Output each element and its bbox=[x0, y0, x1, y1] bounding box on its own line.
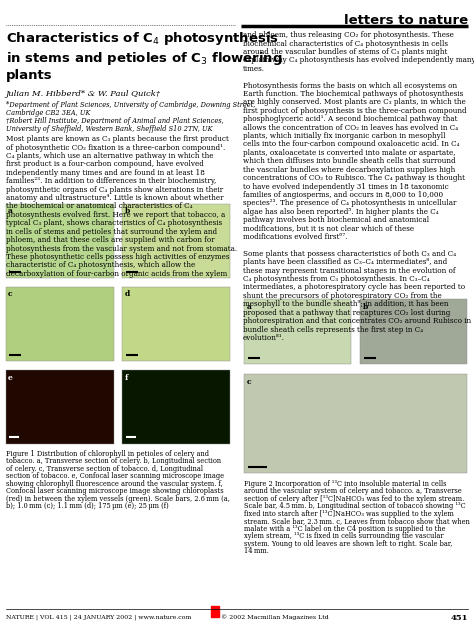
Text: evolution⁸¹.: evolution⁸¹. bbox=[243, 334, 284, 342]
Text: shunt the precursors of photorespiratory CO₂ from the: shunt the precursors of photorespiratory… bbox=[243, 292, 441, 300]
Text: Julian M. Hibberd* & W. Paul Quick†: Julian M. Hibberd* & W. Paul Quick† bbox=[6, 90, 161, 98]
Text: These photosynthetic cells possess high activities of enzymes: These photosynthetic cells possess high … bbox=[6, 253, 229, 261]
Text: modifications evolved first⁶⁷.: modifications evolved first⁶⁷. bbox=[243, 233, 347, 241]
Text: first product is a four-carbon compound, have evolved: first product is a four-carbon compound,… bbox=[6, 160, 203, 168]
FancyBboxPatch shape bbox=[122, 370, 230, 444]
Text: algae has also been reported⁵. In higher plants the C₄: algae has also been reported⁵. In higher… bbox=[243, 207, 438, 216]
Text: pathway involves both biochemical and anatomical: pathway involves both biochemical and an… bbox=[243, 216, 429, 224]
Text: stream. Scale bar, 2.3 mm. c, Leaves from tobacco show that when: stream. Scale bar, 2.3 mm. c, Leaves fro… bbox=[244, 517, 470, 525]
Text: malate with a ¹³C label on the C4 position is supplied to the: malate with a ¹³C label on the C4 positi… bbox=[244, 525, 446, 533]
Text: Some plants that possess characteristics of both C₃ and C₄: Some plants that possess characteristics… bbox=[243, 250, 456, 258]
Text: Scale bar, 4.5 mm. b, Longitudinal section of tobacco showing ¹³C: Scale bar, 4.5 mm. b, Longitudinal secti… bbox=[244, 502, 466, 510]
Text: xylem stream, ¹³C is fixed in cells surrounding the vascular: xylem stream, ¹³C is fixed in cells surr… bbox=[244, 532, 444, 540]
Text: photorespiration and that concentrates CO₂ around Rubisco in: photorespiration and that concentrates C… bbox=[243, 317, 471, 325]
Text: mesophyll to the bundle sheath⁹; in addition, it has been: mesophyll to the bundle sheath⁹; in addi… bbox=[243, 300, 448, 308]
Text: times.: times. bbox=[243, 65, 264, 73]
Text: to have evolved independently 31 times in 18 taxonomic: to have evolved independently 31 times i… bbox=[243, 183, 448, 191]
Text: allows the concentration of CO₂ in leaves has evolved in C₄: allows the concentration of CO₂ in leave… bbox=[243, 123, 458, 131]
FancyBboxPatch shape bbox=[6, 370, 114, 444]
Text: c: c bbox=[8, 290, 13, 298]
Text: 14 mm.: 14 mm. bbox=[244, 547, 269, 555]
Text: biochemical characteristics of C₄ photosynthesis in cells: biochemical characteristics of C₄ photos… bbox=[243, 40, 447, 47]
FancyBboxPatch shape bbox=[244, 299, 351, 364]
Text: a: a bbox=[8, 207, 13, 216]
FancyBboxPatch shape bbox=[122, 287, 230, 361]
Text: Earth function. The biochemical pathways of photosynthesis: Earth function. The biochemical pathways… bbox=[243, 90, 463, 98]
Text: Most plants are known as C₃ plants because the first product: Most plants are known as C₃ plants becau… bbox=[6, 135, 228, 143]
Text: and phloem, thus releasing CO₂ for photosynthesis. These: and phloem, thus releasing CO₂ for photo… bbox=[243, 31, 454, 39]
Text: bundle sheath cells represents the first step in C₄: bundle sheath cells represents the first… bbox=[243, 325, 423, 333]
Text: of celery. c, Transverse section of tobacco. d, Longitudinal: of celery. c, Transverse section of toba… bbox=[6, 465, 203, 473]
Text: are highly conserved. Most plants are C₃ plants, in which the: are highly conserved. Most plants are C₃… bbox=[243, 98, 465, 107]
Text: Figure 1 Distribution of chlorophyll in petioles of celery and: Figure 1 Distribution of chlorophyll in … bbox=[6, 450, 209, 458]
Text: plants, which initially fix inorganic carbon in mesophyll: plants, which initially fix inorganic ca… bbox=[243, 132, 445, 140]
Text: proposed that a pathway that recaptures CO₂ lost during: proposed that a pathway that recaptures … bbox=[243, 308, 450, 316]
FancyBboxPatch shape bbox=[6, 287, 114, 361]
Text: C₄ photosynthesis from C₃ photosynthesis. In C₃–C₄: C₄ photosynthesis from C₃ photosynthesis… bbox=[243, 275, 429, 283]
Text: families²³. In addition to differences in their biochemistry,: families²³. In addition to differences i… bbox=[6, 177, 216, 185]
Text: a: a bbox=[246, 303, 251, 311]
Text: †Robert Hill Institute, Department of Animal and Plant Sciences,: †Robert Hill Institute, Department of An… bbox=[6, 117, 223, 125]
Text: b: b bbox=[363, 303, 368, 311]
Text: plants have been classified as C₃–C₄ intermediates⁸, and: plants have been classified as C₃–C₄ int… bbox=[243, 258, 447, 266]
Text: the biochemical or anatomical characteristics of C₄: the biochemical or anatomical characteri… bbox=[6, 202, 192, 211]
Text: fixed into starch after [¹³C]NaHCO₃ was supplied to the xylem: fixed into starch after [¹³C]NaHCO₃ was … bbox=[244, 510, 454, 518]
Text: NATURE | VOL 415 | 24 JANUARY 2002 | www.nature.com: NATURE | VOL 415 | 24 JANUARY 2002 | www… bbox=[6, 614, 191, 620]
Text: section of tobacco. e, Confocal laser scanning microscope image: section of tobacco. e, Confocal laser sc… bbox=[6, 472, 224, 480]
FancyBboxPatch shape bbox=[6, 204, 114, 278]
Text: phosphoglyceric acid¹. A second biochemical pathway that: phosphoglyceric acid¹. A second biochemi… bbox=[243, 115, 457, 123]
FancyBboxPatch shape bbox=[360, 299, 467, 364]
Text: showing chlorophyll fluorescence around the vascular system. f,: showing chlorophyll fluorescence around … bbox=[6, 480, 222, 488]
Text: around the vascular bundles of stems of C₃ plants might: around the vascular bundles of stems of … bbox=[243, 48, 447, 56]
Text: e: e bbox=[8, 374, 13, 382]
FancyBboxPatch shape bbox=[244, 374, 467, 473]
Text: b); 1.0 mm (c); 1.1 mm (d); 175 μm (e); 25 μm (f): b); 1.0 mm (c); 1.1 mm (d); 175 μm (e); … bbox=[6, 502, 168, 510]
Text: Photosynthesis forms the basis on which all ecosystems on: Photosynthesis forms the basis on which … bbox=[243, 82, 457, 90]
Text: *Department of Plant Sciences, University of Cambridge, Downing Street,: *Department of Plant Sciences, Universit… bbox=[6, 101, 255, 109]
Text: independently many times and are found in at least 18: independently many times and are found i… bbox=[6, 169, 205, 177]
Text: decarboxylation of four-carbon organic acids from the xylem: decarboxylation of four-carbon organic a… bbox=[6, 270, 227, 278]
Text: photosynthesis evolved first. Here we report that tobacco, a: photosynthesis evolved first. Here we re… bbox=[6, 211, 225, 219]
Text: anatomy and ultrastructure⁴. Little is known about whether: anatomy and ultrastructure⁴. Little is k… bbox=[6, 194, 223, 202]
Text: cells into the four-carbon compound oxaloacetic acid. In C₄: cells into the four-carbon compound oxal… bbox=[243, 140, 459, 148]
Text: the vascular bundles where decarboxylation supplies high: the vascular bundles where decarboxylati… bbox=[243, 166, 455, 174]
Text: photosynthetic organs of C₄ plants show alterations in their: photosynthetic organs of C₄ plants show … bbox=[6, 186, 223, 194]
Text: in cells of stems and petioles that surround the xylem and: in cells of stems and petioles that surr… bbox=[6, 227, 217, 235]
Text: Confocal laser scanning microscope image showing chloroplasts: Confocal laser scanning microscope image… bbox=[6, 487, 223, 495]
Text: section of celery after [¹³C]NaHCO₃ was fed to the xylem stream.: section of celery after [¹³C]NaHCO₃ was … bbox=[244, 495, 465, 503]
Text: system. Young to old leaves are shown left to right. Scale bar,: system. Young to old leaves are shown le… bbox=[244, 540, 453, 548]
Bar bbox=[211, 606, 219, 617]
Text: modifications, but it is not clear which of these: modifications, but it is not clear which… bbox=[243, 224, 414, 232]
Text: concentrations of CO₂ to Rubisco. The C₄ pathway is thought: concentrations of CO₂ to Rubisco. The C₄… bbox=[243, 174, 465, 182]
Text: d: d bbox=[125, 290, 130, 298]
Text: © 2002 Macmillan Magazines Ltd: © 2002 Macmillan Magazines Ltd bbox=[221, 614, 329, 620]
Text: 451: 451 bbox=[451, 614, 468, 622]
Text: (red) in between the xylem vessels (green). Scale bars, 2.6 mm (a,: (red) in between the xylem vessels (gree… bbox=[6, 495, 229, 503]
Text: these may represent transitional stages in the evolution of: these may represent transitional stages … bbox=[243, 267, 455, 275]
Text: characteristic of C₄ photosynthesis, which allow the: characteristic of C₄ photosynthesis, whi… bbox=[6, 261, 195, 269]
Text: of photosynthetic CO₂ fixation is a three-carbon compound¹.: of photosynthetic CO₂ fixation is a thre… bbox=[6, 143, 225, 151]
Text: Figure 2 Incorporation of ¹³C into insoluble material in cells: Figure 2 Incorporation of ¹³C into insol… bbox=[244, 480, 447, 488]
Text: families of angiosperms, and occurs in 8,000 to 10,000: families of angiosperms, and occurs in 8… bbox=[243, 191, 443, 199]
Text: c: c bbox=[246, 378, 251, 386]
Text: Characteristics of C$_4$ photosynthesis
in stems and petioles of C$_3$ flowering: Characteristics of C$_4$ photosynthesis … bbox=[6, 30, 283, 82]
Text: which then diffuses into bundle sheath cells that surround: which then diffuses into bundle sheath c… bbox=[243, 157, 456, 165]
Text: f: f bbox=[125, 374, 128, 382]
Text: phloem, and that these cells are supplied with carbon for: phloem, and that these cells are supplie… bbox=[6, 236, 214, 244]
Text: first product of photosynthesis is the three-carbon compound: first product of photosynthesis is the t… bbox=[243, 107, 466, 115]
Text: intermediates, a photorespiratory cycle has been reported to: intermediates, a photorespiratory cycle … bbox=[243, 283, 465, 292]
Text: species²³. The presence of C₄ photosynthesis in unicellular: species²³. The presence of C₄ photosynth… bbox=[243, 199, 456, 207]
FancyBboxPatch shape bbox=[122, 204, 230, 278]
Text: Cambridge CB2 3EA, UK: Cambridge CB2 3EA, UK bbox=[6, 109, 90, 117]
Text: explain why C₄ photosynthesis has evolved independently many: explain why C₄ photosynthesis has evolve… bbox=[243, 56, 474, 64]
Text: letters to nature: letters to nature bbox=[344, 14, 468, 27]
Text: around the vascular system of celery and tobacco. a, Transverse: around the vascular system of celery and… bbox=[244, 487, 462, 495]
Text: tobacco. a, Transverse section of celery. b, Longitudinal section: tobacco. a, Transverse section of celery… bbox=[6, 457, 221, 465]
Text: University of Sheffield, Western Bank, Sheffield S10 2TN, UK: University of Sheffield, Western Bank, S… bbox=[6, 125, 212, 133]
Text: b: b bbox=[125, 207, 130, 216]
Text: photosynthesis from the vascular system and not from stomata.: photosynthesis from the vascular system … bbox=[6, 244, 237, 252]
Text: typical C₃ plant, shows characteristics of C₄ photosynthesis: typical C₃ plant, shows characteristics … bbox=[6, 219, 222, 227]
Text: C₄ plants, which use an alternative pathway in which the: C₄ plants, which use an alternative path… bbox=[6, 152, 213, 160]
Text: plants, oxaloacetate is converted into malate or aspartate,: plants, oxaloacetate is converted into m… bbox=[243, 149, 455, 157]
